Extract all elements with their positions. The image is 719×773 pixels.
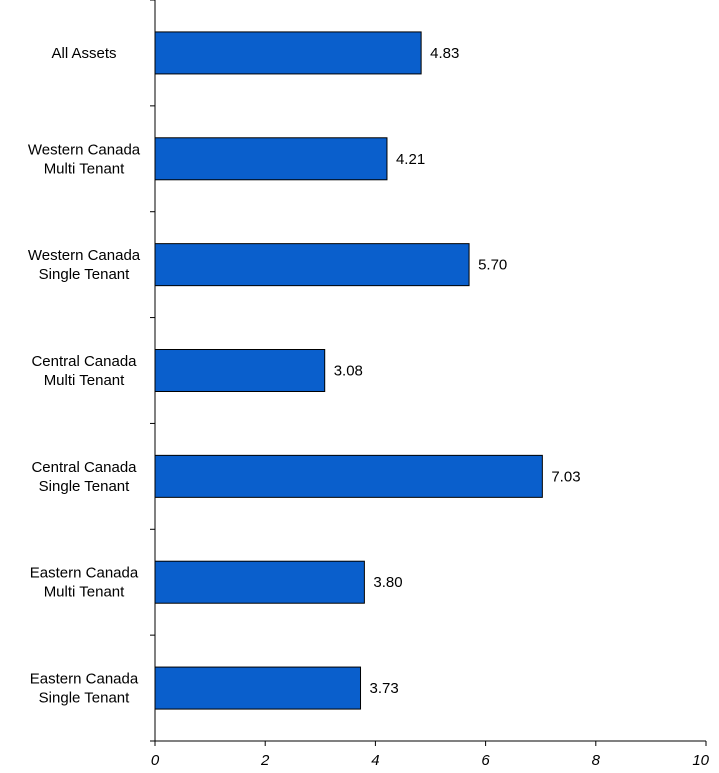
category-label-0: All Assets [51, 45, 116, 62]
x-tick-label-4: 8 [592, 752, 601, 769]
value-label-6: 3.73 [370, 680, 399, 697]
category-label-4: Central Canada Single Tenant [31, 459, 137, 495]
x-tick-label-1: 2 [260, 752, 270, 769]
bar-4 [154, 454, 543, 498]
value-label-2: 5.70 [478, 257, 507, 274]
category-label-6: Eastern Canada Single Tenant [30, 671, 139, 707]
value-label-1: 4.21 [396, 151, 425, 168]
value-label-4: 7.03 [551, 468, 580, 485]
bar-5 [154, 560, 365, 604]
x-tick-label-0: 0 [151, 752, 160, 769]
bar-2 [154, 243, 470, 287]
bars-layer [154, 31, 543, 710]
bar-3 [154, 349, 326, 392]
category-label-1: Western Canada Multi Tenant [28, 141, 141, 177]
category-label-3: Central Canada Multi Tenant [31, 353, 137, 389]
axes [150, 0, 707, 746]
value-label-0: 4.83 [430, 45, 459, 62]
bar-6 [154, 666, 362, 710]
value-label-3: 3.08 [334, 363, 363, 380]
bar-0 [154, 31, 422, 75]
x-tick-label-3: 6 [481, 752, 490, 769]
labels-layer: 4.83 All Assets 4.21 Western Canada Multi Te… [28, 45, 710, 769]
x-tick-label-5: 10 [692, 752, 709, 769]
bar-1 [154, 137, 388, 181]
x-tick-label-2: 4 [371, 752, 379, 769]
value-label-5: 3.80 [373, 574, 402, 591]
category-label-2: Western Canada Single Tenant [28, 247, 141, 283]
category-label-5: Eastern Canada Multi Tenant [30, 565, 139, 601]
